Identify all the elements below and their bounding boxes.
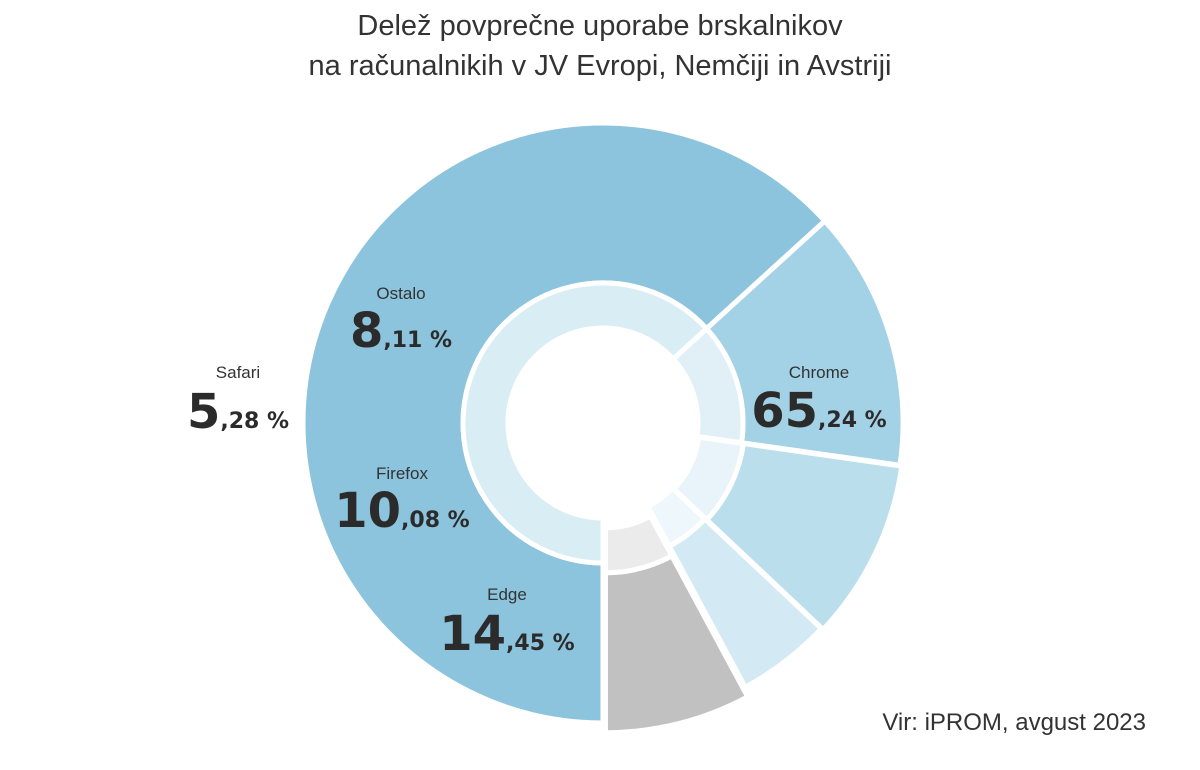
label-ostalo-value-dec: ,11 % bbox=[383, 328, 452, 353]
label-chrome-value-int: 65 bbox=[751, 383, 818, 439]
label-edge-name: Edge bbox=[487, 585, 527, 604]
label-ostalo-value-int: 8 bbox=[350, 303, 383, 359]
label-chrome-value: 65,24 % bbox=[751, 383, 886, 439]
label-chrome-value-dec: ,24 % bbox=[818, 408, 887, 433]
label-edge-value: 14,45 % bbox=[439, 606, 574, 662]
label-chrome-name: Chrome bbox=[789, 363, 849, 382]
label-firefox-value-dec: ,08 % bbox=[401, 508, 470, 533]
label-safari-name: Safari bbox=[216, 363, 260, 382]
label-firefox-name: Firefox bbox=[376, 464, 428, 483]
label-edge-value-int: 14 bbox=[439, 606, 506, 662]
slice-chrome bbox=[300, 120, 829, 726]
label-ostalo-name: Ostalo bbox=[376, 284, 425, 303]
chart-title: Delež povprečne uporabe brskalnikov na r… bbox=[0, 6, 1200, 86]
label-firefox-value-int: 10 bbox=[334, 483, 401, 539]
label-ostalo-value: 8,11 % bbox=[350, 303, 452, 359]
donut-hole bbox=[508, 328, 698, 518]
label-firefox-value: 10,08 % bbox=[334, 483, 469, 539]
chart-title-line-1: Delež povprečne uporabe brskalnikov bbox=[357, 10, 843, 42]
slice-ostalo-inner bbox=[602, 512, 676, 576]
label-safari-value-dec: ,28 % bbox=[220, 409, 289, 434]
label-safari-value: 5,28 % bbox=[187, 384, 289, 440]
label-edge-value-dec: ,45 % bbox=[506, 631, 575, 656]
source-note: Vir: iPROM, avgust 2023 bbox=[882, 709, 1146, 736]
slice-ostalo bbox=[602, 512, 752, 736]
chart-title-line-2: na računalnikih v JV Evropi, Nemčiji in … bbox=[308, 50, 892, 82]
label-safari-value-int: 5 bbox=[187, 384, 220, 440]
